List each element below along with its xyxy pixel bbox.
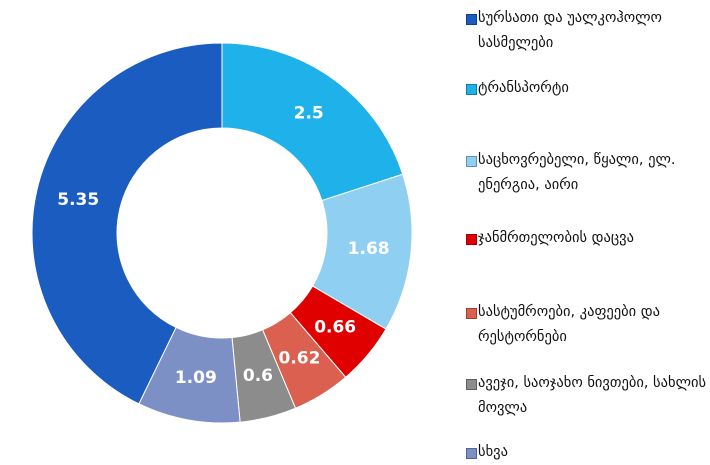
legend-swatch	[466, 308, 477, 319]
legend-label: ჯანმრთელობის დაცვა	[478, 230, 634, 246]
legend-label: სასტუმროები, კაფეები და რესტორნები	[478, 304, 660, 345]
legend-item: სხვა	[466, 440, 710, 465]
legend-label: სურსათი და უალკოჰოლო სასმელები	[478, 10, 662, 51]
legend-swatch	[466, 234, 477, 245]
legend-item: ჯანმრთელობის დაცვა	[466, 226, 710, 251]
legend-item: ტრანსპორტი	[466, 76, 710, 101]
legend-label: სხვა	[478, 444, 508, 460]
legend-swatch	[466, 448, 477, 459]
legend-swatch	[466, 84, 477, 95]
legend-item: სურსათი და უალკოჰოლო სასმელები	[466, 6, 710, 56]
donut: 5.35 2.5 1.68 0.66 0.620.6 1.09	[31, 42, 413, 424]
data-label: 0.6	[243, 366, 273, 386]
legend-label: საცხოვრებელი, წყალი, ელ. ენერგია, აირი	[478, 152, 676, 193]
data-label: 5.35	[57, 190, 99, 210]
legend-swatch	[466, 379, 477, 390]
data-label: 1.09	[175, 368, 217, 388]
data-label: 2.5	[294, 104, 324, 124]
legend-swatch	[466, 156, 477, 167]
legend-item: საცხოვრებელი, წყალი, ელ. ენერგია, აირი	[466, 148, 710, 198]
legend-item: ავეჯი, საოჯახო ნივთები, სახლის მოვლა	[466, 371, 710, 421]
legend-label: ტრანსპორტი	[478, 80, 569, 96]
legend-item: სასტუმროები, კაფეები და რესტორნები	[466, 300, 710, 350]
slice	[221, 42, 404, 202]
data-label: 0.66	[314, 318, 356, 338]
legend-swatch	[466, 14, 477, 25]
legend-label: ავეჯი, საოჯახო ნივთები, სახლის მოვლა	[478, 375, 707, 416]
data-label: 1.68	[348, 239, 390, 259]
slice	[138, 326, 241, 424]
slice	[31, 42, 223, 405]
data-label: 0.62	[278, 349, 320, 369]
